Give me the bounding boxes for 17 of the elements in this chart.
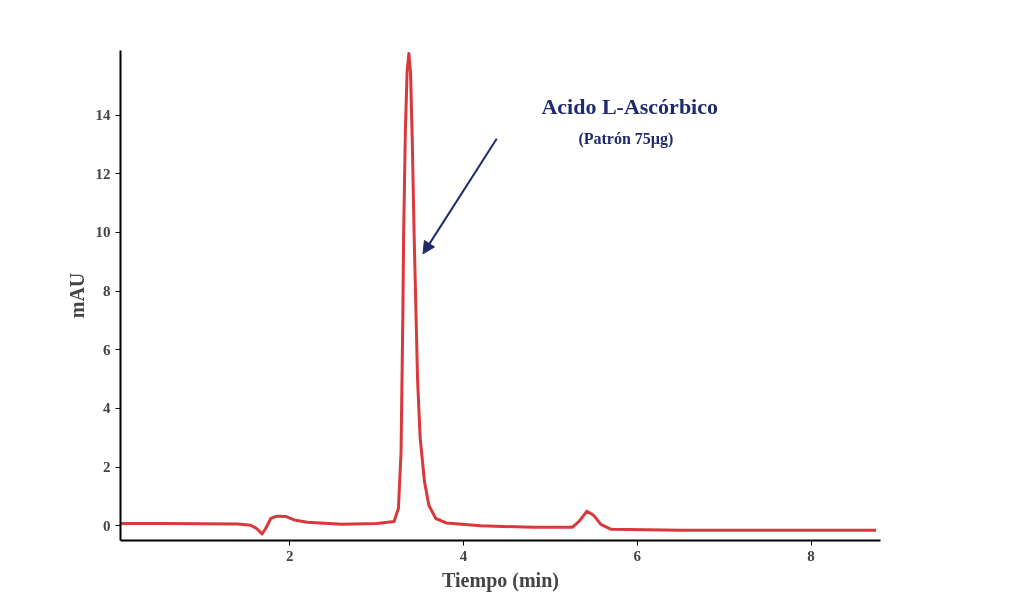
x-tick-label: 2	[286, 547, 294, 564]
x-axis-title: Tiempo (min)	[442, 568, 559, 592]
y-tick-label: 12	[95, 165, 111, 182]
y-tick-label: 4	[103, 400, 111, 417]
y-tick-label: 0	[103, 517, 111, 534]
x-tick-label: 6	[633, 547, 642, 564]
x-tick-label: 4	[459, 547, 468, 564]
y-axis-title: mAU	[65, 272, 88, 319]
y-tick-label: 2	[103, 459, 111, 476]
annotation: (Patrón 75µg)	[578, 130, 674, 149]
y-tick-label: 6	[103, 341, 111, 358]
line-series	[120, 51, 878, 536]
x-tick-label: 8	[807, 547, 815, 564]
annotation: Acido L-Ascórbico	[541, 94, 718, 120]
y-tick-label: 10	[95, 224, 111, 241]
y-tick-label: 8	[103, 283, 111, 300]
y-tick-label: 14	[95, 107, 111, 124]
